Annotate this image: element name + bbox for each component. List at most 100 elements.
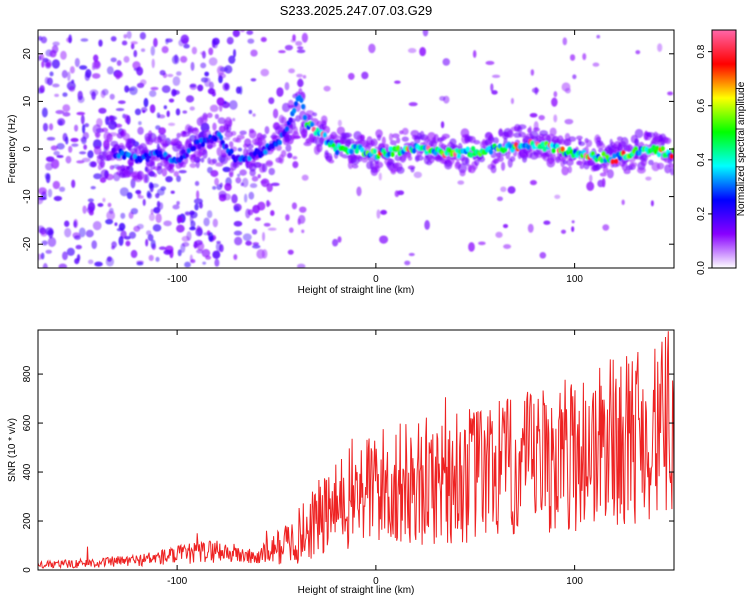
heatmap-cell	[478, 241, 486, 246]
spectrogram-y-tick-label: 10	[22, 95, 33, 107]
heatmap-cell	[344, 132, 353, 138]
heatmap-cell	[621, 199, 625, 205]
heatmap-cell	[189, 163, 197, 169]
heatmap-cell	[231, 194, 238, 204]
heatmap-cell	[560, 229, 567, 234]
heatmap-cell	[388, 146, 393, 152]
heatmap-cell	[651, 144, 656, 151]
heatmap-cell	[106, 133, 113, 143]
heatmap-cell	[379, 235, 389, 244]
heatmap-cell	[551, 147, 556, 154]
heatmap-cell	[299, 206, 307, 213]
heatmap-cell	[285, 144, 292, 152]
heatmap-cell	[495, 231, 503, 238]
heatmap-cell	[101, 127, 109, 133]
heatmap-cell	[123, 55, 130, 63]
heatmap-cell	[105, 173, 114, 181]
heatmap-cell	[51, 158, 60, 169]
heatmap-cell	[252, 244, 261, 249]
heatmap-cell	[252, 242, 259, 246]
heatmap-cell	[332, 238, 339, 247]
heatmap-cell	[209, 104, 219, 113]
heatmap-cell	[465, 156, 470, 167]
heatmap-cell	[136, 223, 144, 230]
heatmap-cell	[218, 134, 224, 141]
heatmap-cell	[222, 166, 231, 173]
colorbar-label: Normalized spectral amplitude	[736, 81, 747, 216]
heatmap-cell	[148, 254, 154, 261]
heatmap-cell	[660, 145, 665, 152]
heatmap-cell	[156, 165, 163, 175]
heatmap-cell	[334, 149, 340, 156]
heatmap-cell	[185, 95, 195, 103]
heatmap-cell	[190, 259, 196, 264]
heatmap-cell	[509, 156, 516, 162]
heatmap-cell	[44, 172, 51, 180]
heatmap-cell	[184, 152, 190, 158]
heatmap-cell	[130, 41, 138, 45]
heatmap-cell	[97, 203, 104, 208]
heatmap-cell	[500, 161, 506, 171]
heatmap-cell	[368, 43, 376, 54]
heatmap-cell	[129, 86, 138, 96]
heatmap-cell	[85, 229, 94, 238]
heatmap-cell	[163, 220, 172, 227]
heatmap-cell	[518, 131, 526, 138]
heatmap-cell	[322, 132, 327, 138]
heatmap-cell	[259, 150, 265, 157]
heatmap-cell	[158, 127, 166, 135]
heatmap-cell	[40, 232, 48, 237]
heatmap-cell	[233, 254, 238, 260]
heatmap-cell	[56, 154, 64, 159]
heatmap-cell	[284, 82, 290, 91]
heatmap-cell	[108, 120, 117, 130]
heatmap-cell	[111, 245, 115, 250]
heatmap-cell	[408, 102, 418, 107]
heatmap-cell	[104, 144, 110, 152]
heatmap-cell	[137, 170, 145, 180]
heatmap-cell	[136, 261, 144, 266]
heatmap-cell	[596, 34, 601, 39]
heatmap-cell	[232, 30, 240, 38]
heatmap-cell	[248, 129, 257, 139]
heatmap-cell	[280, 116, 287, 124]
heatmap-cell	[359, 147, 365, 153]
heatmap-cell	[246, 143, 254, 149]
heatmap-cell	[567, 165, 573, 174]
heatmap-cell	[62, 92, 68, 97]
heatmap-cell	[176, 201, 180, 206]
snr-y-label: SNR (10 * v/v)	[7, 418, 18, 482]
heatmap-cell	[245, 240, 252, 246]
snr-panel: -100 0 100 0 200 400 600 800 Height of straigh…	[7, 329, 675, 596]
heatmap-cell	[163, 249, 172, 255]
heatmap-cell	[391, 133, 400, 139]
heatmap-cell	[657, 43, 663, 52]
heatmap-cell	[553, 114, 558, 123]
heatmap-cell	[243, 193, 248, 203]
heatmap-cell	[595, 136, 602, 143]
heatmap-cell	[562, 37, 568, 46]
heatmap-cell	[229, 100, 238, 110]
heatmap-cell	[150, 45, 156, 56]
heatmap-cell	[270, 182, 280, 187]
heatmap-cell	[46, 136, 56, 141]
heatmap-cell	[59, 186, 66, 192]
heatmap-cell	[214, 258, 220, 267]
heatmap-cell	[469, 152, 474, 158]
heatmap-cell	[147, 169, 154, 176]
heatmap-cell	[500, 186, 507, 193]
heatmap-cell	[98, 39, 103, 47]
heatmap-cell	[291, 202, 298, 210]
heatmap-cell	[252, 113, 256, 117]
heatmap-cell	[205, 255, 212, 260]
heatmap-cell	[168, 167, 175, 174]
heatmap-cell	[109, 93, 115, 100]
heatmap-cell	[178, 169, 187, 174]
spectrogram-x-label: Height of straight line (km)	[298, 285, 415, 296]
heatmap-cell	[395, 145, 401, 151]
heatmap-cell	[38, 253, 43, 261]
heatmap-cell	[598, 140, 604, 147]
heatmap-cell	[560, 146, 565, 152]
heatmap-cell	[312, 112, 318, 117]
figure-title: S233.2025.247.07.03.G29	[280, 3, 433, 18]
